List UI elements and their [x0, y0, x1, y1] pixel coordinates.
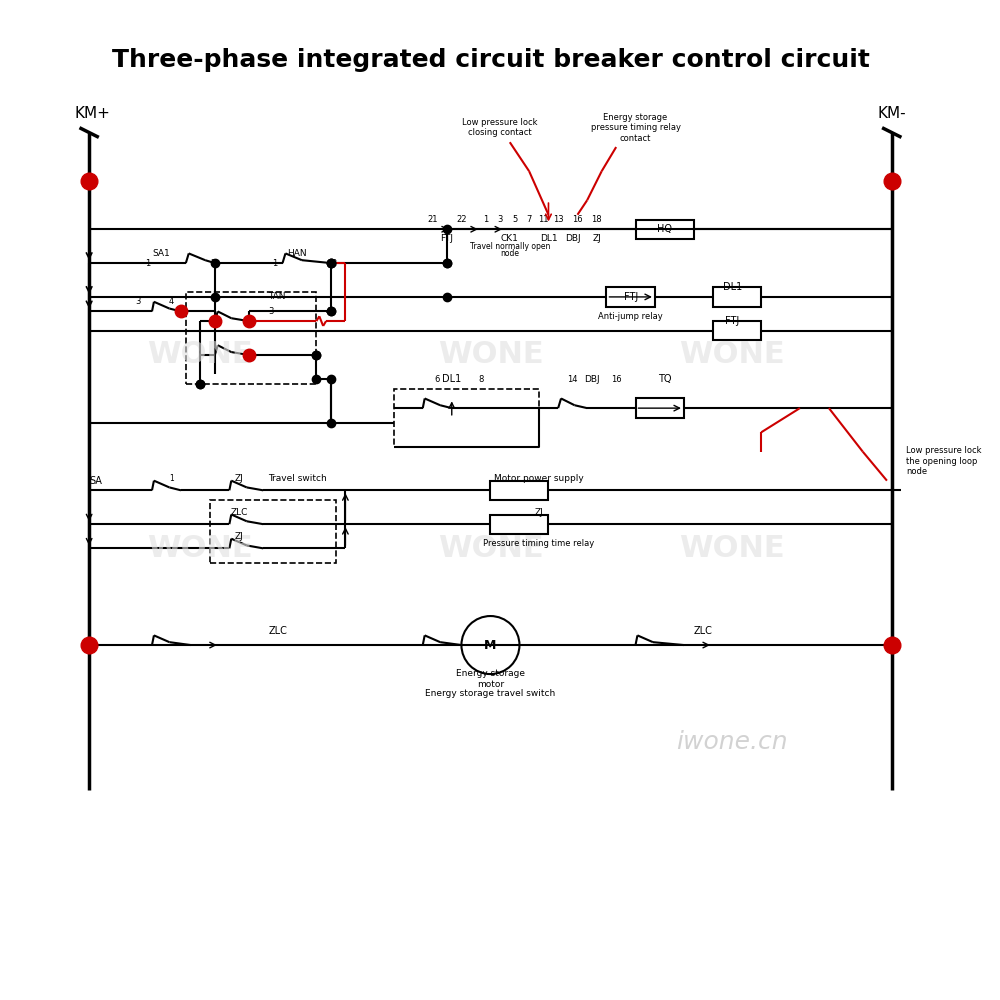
- Bar: [186, 292, 316, 384]
- Text: 3: 3: [268, 307, 273, 316]
- Text: 6: 6: [435, 375, 440, 384]
- Bar: [606, 287, 655, 307]
- Bar: [490, 481, 548, 500]
- Text: 5: 5: [512, 215, 517, 224]
- Text: Pressure timing time relay: Pressure timing time relay: [483, 539, 594, 548]
- Text: TAN: TAN: [268, 292, 286, 301]
- Text: Travel normally open: Travel normally open: [470, 242, 550, 251]
- Text: Low pressure lock
closing contact: Low pressure lock closing contact: [462, 118, 538, 137]
- Text: 1: 1: [483, 215, 488, 224]
- Text: DL1: DL1: [723, 282, 742, 292]
- Text: node: node: [500, 249, 519, 258]
- Text: HAN: HAN: [287, 249, 307, 258]
- Text: KM+: KM+: [75, 106, 111, 121]
- Bar: [490, 515, 548, 534]
- Text: 7: 7: [526, 215, 532, 224]
- Text: ZJ: ZJ: [235, 474, 243, 483]
- Bar: [713, 321, 761, 340]
- Text: -1: -1: [144, 259, 152, 268]
- Text: ZLC: ZLC: [230, 508, 248, 517]
- Text: TQ: TQ: [658, 374, 671, 384]
- Text: 18: 18: [592, 215, 602, 224]
- Text: Three-phase integrated circuit breaker control circuit: Three-phase integrated circuit breaker c…: [112, 48, 869, 72]
- Text: CK1: CK1: [501, 234, 519, 243]
- Text: WONE: WONE: [438, 534, 543, 563]
- Text: 16: 16: [572, 215, 583, 224]
- Bar: [636, 398, 684, 418]
- Text: iwone.cn: iwone.cn: [676, 730, 788, 754]
- Text: 2: 2: [331, 259, 336, 268]
- Text: M: M: [484, 639, 497, 652]
- Bar: [210, 500, 336, 563]
- Text: DBJ: DBJ: [584, 375, 600, 384]
- Text: 21: 21: [427, 215, 438, 224]
- Text: ZJ: ZJ: [235, 532, 243, 541]
- Text: HQ: HQ: [657, 224, 672, 234]
- Text: FTJ: FTJ: [440, 234, 453, 243]
- Text: DL1: DL1: [442, 374, 461, 384]
- Text: ZJ: ZJ: [592, 234, 601, 243]
- Text: 14: 14: [567, 375, 578, 384]
- Text: WONE: WONE: [679, 534, 785, 563]
- Text: ZLC: ZLC: [694, 626, 713, 636]
- Text: 11: 11: [538, 215, 549, 224]
- Bar: [636, 220, 694, 239]
- Text: 8: 8: [478, 375, 483, 384]
- Text: 1: 1: [169, 474, 174, 483]
- Text: WONE: WONE: [148, 340, 253, 369]
- Text: 3: 3: [497, 215, 503, 224]
- Text: Energy storage travel switch: Energy storage travel switch: [425, 689, 556, 698]
- Text: 16: 16: [611, 375, 621, 384]
- Text: 2: 2: [210, 259, 215, 268]
- Text: Anti-jump relay: Anti-jump relay: [598, 312, 663, 321]
- Text: WONE: WONE: [148, 534, 253, 563]
- Text: 22: 22: [456, 215, 467, 224]
- Text: Energy storage
pressure timing relay
contact: Energy storage pressure timing relay con…: [591, 113, 681, 143]
- Text: DL1: DL1: [540, 234, 557, 243]
- Text: 4: 4: [169, 297, 174, 306]
- Text: Low pressure lock
the opening loop
node: Low pressure lock the opening loop node: [906, 446, 982, 476]
- Text: FTJ: FTJ: [725, 316, 739, 326]
- Text: SA1: SA1: [153, 249, 171, 258]
- Text: ZLC: ZLC: [268, 626, 287, 636]
- Text: Energy storage
motor: Energy storage motor: [456, 669, 525, 689]
- Bar: [394, 389, 539, 447]
- Text: 1: 1: [272, 259, 278, 268]
- Text: ZJ: ZJ: [534, 508, 543, 517]
- Text: FTJ: FTJ: [624, 292, 638, 302]
- Text: Motor power supply: Motor power supply: [494, 474, 584, 483]
- Text: KM-: KM-: [877, 106, 906, 121]
- Text: 3: 3: [135, 297, 140, 306]
- Text: 13: 13: [553, 215, 563, 224]
- Text: Travel switch: Travel switch: [268, 474, 326, 483]
- Text: WONE: WONE: [438, 340, 543, 369]
- Text: 4: 4: [326, 307, 331, 316]
- Text: DBJ: DBJ: [565, 234, 580, 243]
- Text: SA: SA: [89, 476, 102, 486]
- Text: WONE: WONE: [679, 340, 785, 369]
- Bar: [713, 287, 761, 307]
